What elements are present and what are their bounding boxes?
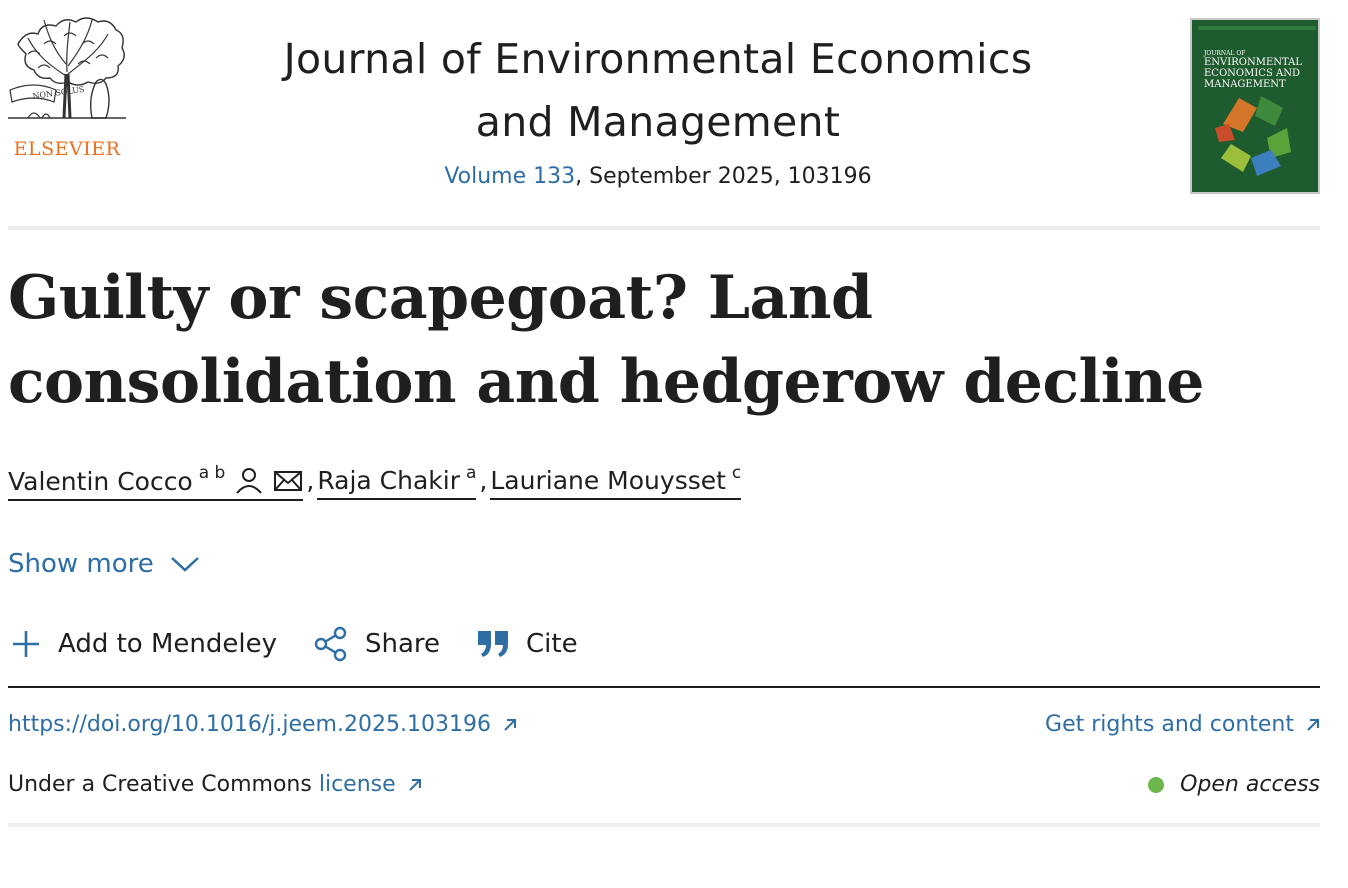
journal-header: NON SOLUS ELSEVIER Journal of Environmen…: [8, 0, 1320, 230]
email-icon: [273, 466, 303, 496]
author-list: Valentin Cocco a b , Raja Chakir a , Lau…: [8, 462, 742, 508]
add-to-mendeley-button[interactable]: Add to Mendeley: [10, 628, 277, 660]
issue-line: Volume 133, September 2025, 103196: [238, 164, 1078, 189]
quote-icon: [478, 631, 509, 657]
author-affiliation: c: [731, 462, 742, 483]
external-link-icon: [504, 718, 516, 731]
person-icon: [234, 466, 264, 496]
cite-button[interactable]: Cite: [476, 629, 578, 659]
share-button[interactable]: Share: [313, 626, 440, 662]
author-name: Lauriane Mouysset: [490, 466, 726, 495]
external-link-icon: [1307, 718, 1319, 731]
elsevier-logo[interactable]: NON SOLUS ELSEVIER: [8, 14, 126, 160]
doi-text: https://doi.org/10.1016/j.jeem.2025.1031…: [8, 712, 491, 737]
cover-line-3: ECONOMICS AND: [1204, 68, 1300, 79]
author-separator: ,: [306, 466, 315, 495]
license-info: Under a Creative Commons license: [8, 772, 422, 797]
header-divider: [8, 226, 1320, 230]
journal-cover-image[interactable]: JOURNAL OF ENVIRONMENTAL ECONOMICS AND M…: [1190, 18, 1320, 194]
cover-title: JOURNAL OF ENVIRONMENTAL ECONOMICS AND M…: [1204, 50, 1316, 90]
author-name: Valentin Cocco: [8, 466, 193, 496]
cover-line-4: MANAGEMENT: [1204, 79, 1286, 90]
author-link-mouysset[interactable]: Lauriane Mouysset c: [490, 462, 742, 500]
show-more-button[interactable]: Show more: [8, 549, 200, 579]
mendeley-label: Add to Mendeley: [58, 629, 277, 659]
plus-icon: [13, 631, 39, 657]
share-label: Share: [364, 629, 441, 659]
author-link-chakir[interactable]: Raja Chakir a: [317, 462, 477, 500]
footer-divider: [8, 823, 1320, 827]
actions-divider: [8, 686, 1320, 688]
cover-line-2: ENVIRONMENTAL: [1204, 57, 1302, 68]
cover-line-1: JOURNAL OF: [1204, 50, 1246, 57]
author-separator: ,: [479, 466, 488, 495]
article-actions: Add to Mendeley Share Cite: [10, 626, 614, 662]
share-icon: [314, 626, 347, 662]
doi-link[interactable]: https://doi.org/10.1016/j.jeem.2025.1031…: [8, 712, 517, 737]
tree-icon: NON SOLUS: [8, 17, 126, 119]
author-affiliation: a: [466, 462, 477, 483]
open-access-label: Open access: [1180, 772, 1320, 797]
open-access-badge: Open access: [1148, 772, 1320, 797]
article-title: Guilty or scapegoat? Land consolidation …: [8, 263, 1204, 417]
chevron-down-icon: [170, 557, 199, 572]
license-prefix: Under a Creative Commons: [8, 772, 312, 797]
license-link-text: license: [318, 772, 396, 797]
open-access-dot: [1148, 776, 1165, 793]
show-more-label: Show more: [8, 549, 154, 579]
rights-text: Get rights and content: [1045, 712, 1294, 737]
recycle-cover-icon: [1198, 26, 1316, 176]
volume-link[interactable]: Volume 133: [444, 164, 576, 189]
journal-title[interactable]: Journal of Environmental Economics and M…: [238, 28, 1078, 154]
journal-info: Journal of Environmental Economics and M…: [238, 28, 1078, 189]
author-name: Raja Chakir: [317, 466, 460, 495]
external-link-icon: [408, 778, 421, 791]
get-rights-link[interactable]: Get rights and content: [1045, 712, 1320, 737]
author-link-cocco[interactable]: Valentin Cocco a b: [8, 463, 304, 501]
journal-title-link[interactable]: Journal of Environmental Economics and M…: [283, 35, 1033, 146]
author-affiliation: a b: [198, 463, 226, 483]
issue-details: , September 2025, 103196: [575, 164, 872, 189]
cite-label: Cite: [526, 629, 578, 659]
license-link[interactable]: license: [319, 772, 422, 797]
elsevier-wordmark: ELSEVIER: [13, 138, 121, 160]
